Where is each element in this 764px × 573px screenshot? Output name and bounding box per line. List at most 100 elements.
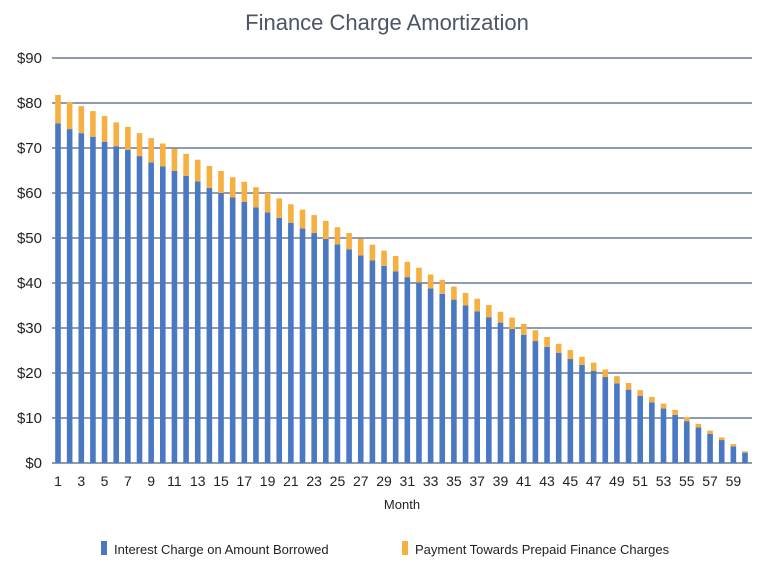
x-tick-label: 37 — [469, 473, 485, 489]
bar-prepaid — [171, 148, 178, 171]
bar-prepaid — [183, 153, 189, 176]
bar-prepaid — [567, 350, 574, 360]
legend-swatch-interest — [101, 541, 107, 555]
x-axis-label: Month — [384, 497, 420, 512]
x-tick-label: 43 — [539, 473, 555, 489]
bar-prepaid — [381, 250, 387, 266]
bar-interest — [194, 181, 201, 464]
bar-prepaid — [683, 417, 690, 422]
bar-prepaid — [427, 274, 434, 289]
bar-interest — [614, 383, 620, 463]
bar-prepaid — [614, 376, 620, 384]
x-tick-label: 11 — [167, 473, 182, 489]
bar-interest — [462, 305, 469, 463]
bar-interest — [695, 427, 702, 463]
y-tick-label: $0 — [25, 455, 42, 472]
x-tick-label: 41 — [516, 473, 532, 489]
bar-prepaid — [90, 111, 96, 137]
y-tick-label: $60 — [17, 185, 42, 202]
legend-label-prepaid: Payment Towards Prepaid Finance Charges — [415, 542, 670, 557]
bar-interest — [206, 188, 213, 464]
y-tick-label: $30 — [17, 320, 42, 337]
bar-interest — [55, 123, 61, 463]
x-tick-label: 55 — [679, 473, 695, 489]
bar-interest — [357, 255, 364, 463]
bar-prepaid — [439, 279, 446, 294]
bar-prepaid — [660, 403, 667, 409]
bar-prepaid — [637, 390, 644, 396]
bar-interest — [66, 129, 73, 463]
bar-interest — [497, 322, 504, 463]
bar-prepaid — [497, 311, 504, 323]
bar-prepaid — [101, 116, 108, 142]
bar-interest — [718, 440, 725, 463]
bar-interest — [136, 156, 143, 463]
bar-interest — [113, 146, 120, 463]
x-tick-label: 51 — [632, 473, 648, 489]
bar-prepaid — [148, 138, 154, 163]
x-tick-label: 9 — [147, 473, 155, 489]
gridlines — [52, 57, 752, 464]
bar-prepaid — [579, 356, 585, 365]
bar-prepaid — [730, 444, 737, 447]
bar-interest — [369, 260, 376, 463]
x-tick-label: 23 — [306, 473, 322, 489]
bar-interest — [125, 149, 131, 464]
bar-interest — [253, 207, 259, 463]
bar-prepaid — [649, 396, 655, 403]
bar-interest — [416, 282, 422, 463]
bar-prepaid — [66, 102, 73, 130]
bar-interest — [381, 265, 387, 463]
x-tick-label: 57 — [702, 473, 718, 489]
bar-interest — [742, 452, 748, 463]
x-tick-label: 49 — [609, 473, 625, 489]
bar-prepaid — [125, 126, 131, 150]
bar-prepaid — [474, 298, 480, 312]
bar-interest — [474, 311, 480, 463]
bar-prepaid — [509, 317, 515, 329]
bar-prepaid — [288, 204, 294, 223]
y-tick-label: $80 — [17, 95, 42, 112]
bar-prepaid — [544, 337, 550, 347]
x-tick-label: 39 — [493, 473, 509, 489]
bar-prepaid — [159, 143, 166, 167]
y-tick-label: $50 — [17, 230, 42, 247]
bar-interest — [707, 433, 713, 463]
bar-prepaid — [625, 382, 632, 390]
bar-prepaid — [334, 227, 341, 245]
bar-prepaid — [218, 170, 224, 193]
x-tick-label: 15 — [213, 473, 229, 489]
bar-interest — [602, 377, 609, 463]
bar-interest — [346, 249, 352, 463]
bar-interest — [532, 341, 539, 463]
bar-prepaid — [253, 187, 259, 208]
bar-interest — [625, 389, 632, 463]
x-tick-label: 33 — [423, 473, 439, 489]
bar-prepaid — [602, 369, 609, 378]
x-axis-ticks: 1 3 5 7 9 11 13 15 17 19 21 23 25 27 29 31 33 35 37 39 41 43 4… — [54, 473, 741, 489]
bar-interest — [544, 346, 550, 463]
y-tick-label: $10 — [17, 410, 42, 427]
bar-interest — [392, 271, 399, 463]
bar-prepaid — [78, 106, 85, 134]
bar-interest — [101, 141, 108, 463]
x-tick-label: 35 — [446, 473, 462, 489]
y-axis-ticks: $0 $10 $20 $30 $40 $50 $60 $70 $80 $90 — [17, 50, 42, 472]
bar-prepaid — [451, 286, 457, 300]
bar-interest — [218, 193, 224, 463]
x-tick-label: 59 — [726, 473, 742, 489]
bar-prepaid — [346, 233, 352, 250]
bar-prepaid — [404, 261, 411, 278]
bar-interest — [276, 217, 283, 463]
x-tick-label: 17 — [237, 473, 253, 489]
legend-swatch-prepaid — [402, 541, 408, 555]
bar-prepaid — [742, 451, 748, 453]
bar-interest — [660, 408, 667, 463]
x-tick-label: 45 — [563, 473, 579, 489]
bar-prepaid — [357, 238, 364, 256]
bar-interest — [241, 202, 248, 463]
bar-interest — [520, 334, 527, 463]
x-tick-label: 19 — [260, 473, 276, 489]
bar-prepaid — [299, 209, 306, 229]
